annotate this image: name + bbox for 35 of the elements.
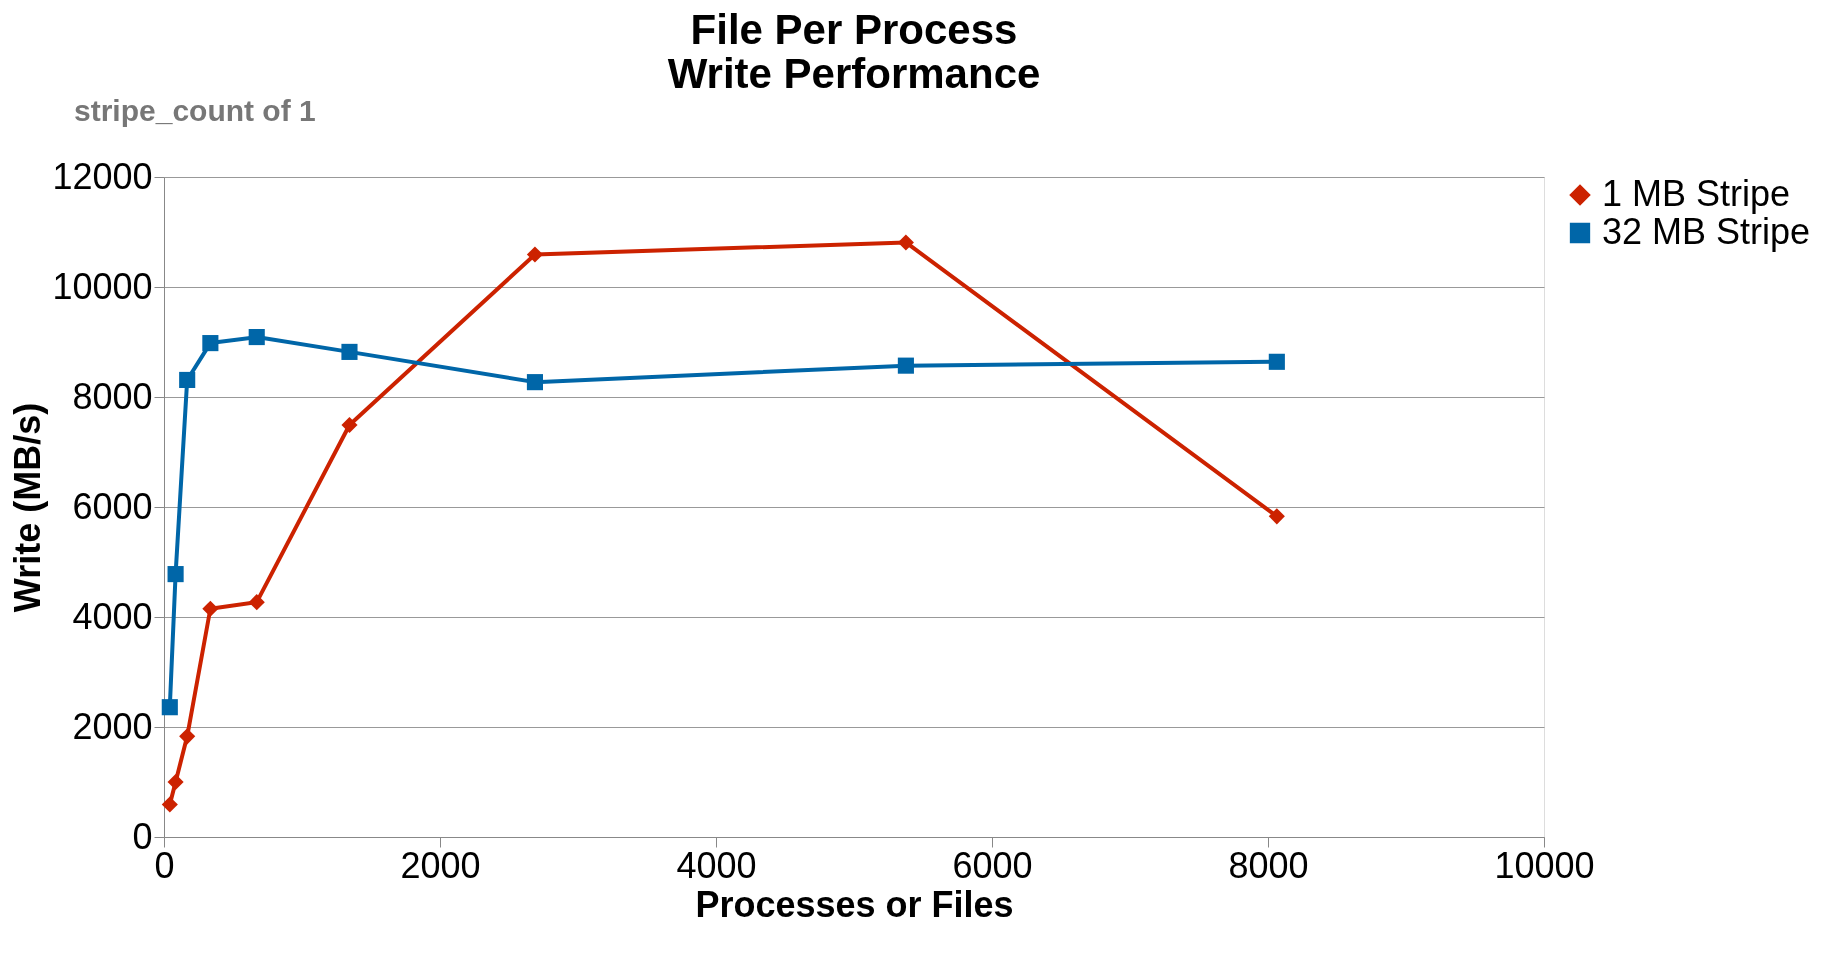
y-tick-label: 10000 <box>52 265 153 307</box>
y-tick-label: 8000 <box>72 375 153 417</box>
y-axis-title: Write (MB/s) <box>7 402 49 613</box>
point <box>248 594 265 611</box>
point <box>1268 353 1285 370</box>
y-tick-label: 4000 <box>72 595 153 637</box>
y-tick-label: 2000 <box>72 705 153 747</box>
x-axis-title: Processes or Files <box>695 883 1014 925</box>
y-tick-label: 12000 <box>52 155 153 197</box>
x-tick-label: 2000 <box>400 844 481 886</box>
point <box>161 699 178 716</box>
point <box>248 328 265 346</box>
point <box>167 773 184 791</box>
point <box>1268 508 1285 525</box>
point <box>202 335 219 352</box>
point <box>179 728 196 745</box>
x-tick-label: 6000 <box>952 844 1033 886</box>
text: stripe_count of 1 <box>74 94 316 127</box>
point <box>341 416 358 434</box>
point <box>341 343 358 360</box>
x-tick-label: 8000 <box>1228 844 1309 886</box>
point <box>897 357 914 374</box>
point <box>167 566 184 583</box>
y-tick-label: 0 <box>132 815 153 857</box>
legend-label: 1 MB Stripe <box>1602 173 1791 214</box>
point <box>161 796 178 813</box>
y-tick-label: 6000 <box>72 485 153 527</box>
point <box>202 600 219 617</box>
point <box>179 371 196 389</box>
point <box>526 246 544 263</box>
x-tick-label: 4000 <box>676 844 757 886</box>
x-tick-label: 10000 <box>1494 844 1595 886</box>
point <box>897 234 914 251</box>
point <box>526 374 544 391</box>
chart-title: File Per Process Write Performance <box>667 6 1041 97</box>
